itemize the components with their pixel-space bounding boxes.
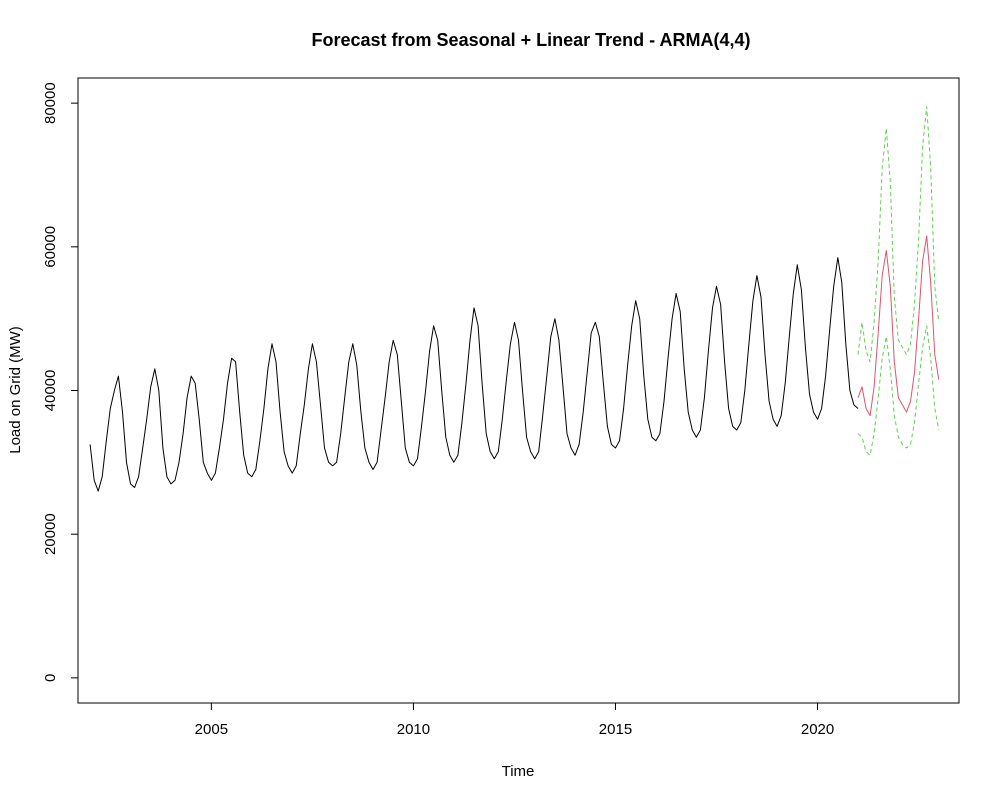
y-axis-title: Load on Grid (MW)	[7, 326, 24, 454]
x-tick-label: 2005	[195, 721, 228, 738]
x-axis-title: Time	[502, 763, 535, 780]
x-axis: 2005 2010 2015 2020	[195, 702, 834, 738]
series-line-observed	[89, 257, 859, 492]
series-line-forecast	[857, 235, 940, 417]
y-tick-label: 80000	[42, 82, 59, 124]
y-tick-label: 0	[42, 674, 59, 682]
y-tick-label: 20000	[42, 513, 59, 555]
series-line-interval	[857, 106, 940, 363]
y-tick-label: 40000	[42, 370, 59, 412]
x-tick-label: 2020	[801, 721, 834, 738]
series-layer	[89, 106, 940, 492]
y-tick-label: 60000	[42, 226, 59, 268]
x-tick-label: 2010	[397, 721, 430, 738]
x-tick-label: 2015	[599, 721, 632, 738]
series-line-interval	[857, 325, 940, 456]
y-axis: 0 20000 40000 60000 80000	[42, 82, 79, 682]
chart-title: Forecast from Seasonal + Linear Trend - …	[312, 30, 751, 50]
